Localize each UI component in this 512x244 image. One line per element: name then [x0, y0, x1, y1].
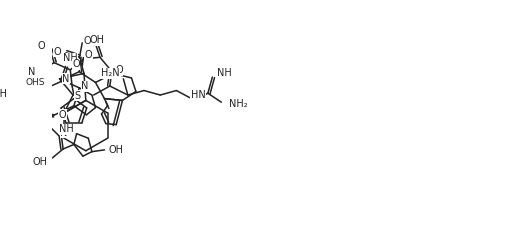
- Text: OH: OH: [90, 35, 104, 45]
- Text: N: N: [81, 81, 89, 91]
- Text: NH: NH: [63, 53, 77, 63]
- Text: NH: NH: [217, 69, 231, 79]
- Text: O: O: [115, 65, 123, 75]
- Text: HN: HN: [191, 90, 205, 100]
- Text: N: N: [28, 67, 35, 77]
- Text: N: N: [60, 128, 68, 138]
- Text: O: O: [84, 50, 92, 60]
- Text: OH: OH: [33, 157, 48, 167]
- Text: N: N: [62, 74, 70, 84]
- Text: O: O: [54, 47, 61, 57]
- Text: O: O: [72, 60, 80, 70]
- Text: H₂N: H₂N: [101, 69, 120, 79]
- Text: O: O: [37, 41, 45, 51]
- Text: NH₂: NH₂: [228, 99, 247, 109]
- Text: OH: OH: [109, 145, 124, 155]
- Text: O: O: [83, 36, 91, 46]
- Text: S: S: [75, 91, 81, 101]
- Text: OH: OH: [0, 89, 7, 99]
- Text: NH: NH: [59, 124, 74, 134]
- Text: O: O: [58, 110, 66, 120]
- Text: N: N: [115, 66, 123, 76]
- Text: OHS: OHS: [26, 78, 45, 87]
